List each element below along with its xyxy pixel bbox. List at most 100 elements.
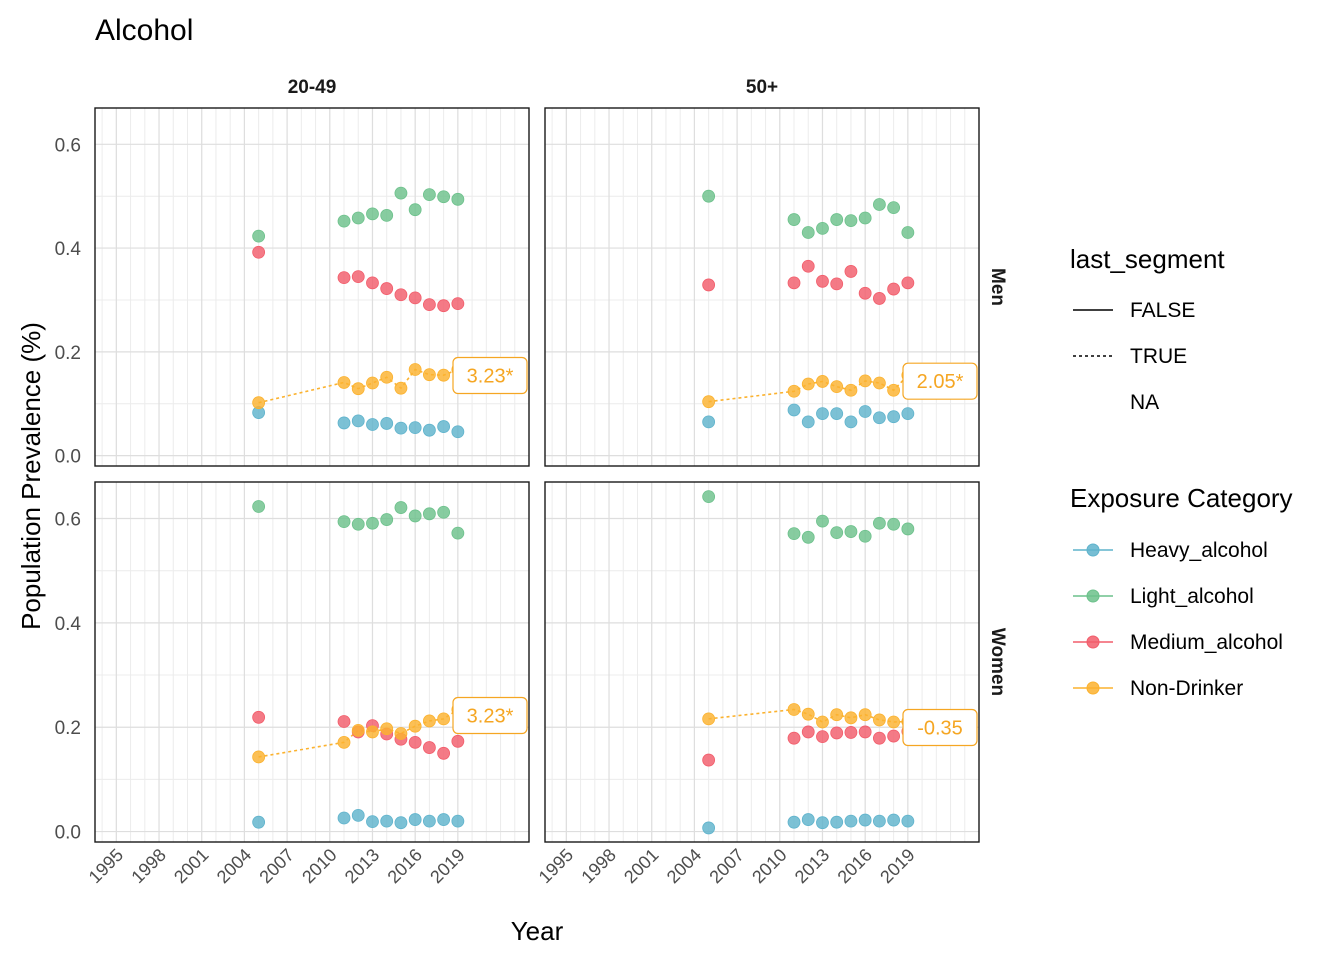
data-point [702, 712, 716, 726]
data-point [380, 814, 394, 828]
legend-key-point [1086, 681, 1100, 695]
data-point [351, 382, 365, 396]
data-point [872, 411, 886, 425]
data-point [858, 374, 872, 388]
data-point [437, 368, 451, 382]
series-heavy_alcohol [252, 406, 465, 439]
data-point [380, 208, 394, 222]
data-point [380, 282, 394, 295]
data-point [702, 395, 716, 409]
series-heavy_alcohol [702, 813, 915, 835]
annotation-label: 3.23* [452, 696, 528, 735]
annotation-text: -0.35 [917, 717, 963, 739]
y-tick-label: 0.4 [55, 239, 82, 260]
data-point [702, 490, 716, 504]
data-point [887, 201, 901, 215]
annotation-text: 3.23* [467, 365, 514, 387]
data-point [702, 753, 716, 767]
data-point [787, 815, 801, 829]
data-point [394, 288, 408, 302]
data-point [380, 370, 394, 384]
data-point [872, 516, 886, 530]
data-point [887, 729, 901, 743]
data-point [787, 703, 801, 716]
data-point [702, 415, 716, 429]
panel-men-50+: 2.05* [544, 107, 980, 467]
series-light_alcohol [252, 186, 465, 243]
annotation-box [902, 362, 978, 400]
annotation-text: 3.23* [467, 705, 514, 727]
data-point [830, 726, 844, 740]
data-point [702, 821, 716, 835]
x-tick-label: 1995 [85, 845, 127, 887]
data-point [408, 203, 422, 217]
legend-title-last-segment: last_segment [1070, 244, 1225, 274]
annotation-label: 3.23* [452, 356, 528, 395]
data-point [872, 198, 886, 211]
data-point [872, 292, 886, 305]
data-point [787, 527, 801, 541]
data-point [422, 423, 436, 437]
data-point [380, 513, 394, 526]
data-point [380, 417, 394, 430]
data-point [380, 722, 394, 736]
panel-border [94, 107, 530, 467]
data-point [451, 734, 465, 748]
annotation-box [452, 356, 528, 395]
y-axis-title: Population Prevalence (%) [16, 322, 46, 630]
legend-key-medium_alcohol [1073, 635, 1113, 649]
data-point [901, 814, 915, 828]
series-heavy_alcohol [252, 808, 465, 830]
data-point [422, 741, 436, 754]
data-point [351, 808, 365, 822]
trend-line-non-drinker [708, 708, 908, 723]
data-point [858, 813, 872, 827]
data-point [394, 816, 408, 830]
data-point [816, 221, 829, 235]
data-point [337, 715, 351, 728]
series-medium_alcohol [252, 245, 465, 313]
legend-key-non-drinker [1073, 681, 1113, 695]
data-point [337, 376, 351, 389]
data-point [816, 715, 829, 729]
data-point [801, 226, 815, 239]
data-point [887, 410, 901, 424]
data-point [252, 750, 266, 764]
data-point [252, 229, 266, 243]
data-point [437, 813, 451, 826]
data-point [901, 407, 915, 420]
series-heavy_alcohol [702, 403, 915, 429]
data-point [366, 376, 379, 390]
data-point [844, 711, 858, 725]
x-tick-label: 1995 [535, 845, 577, 887]
y-tick-label: 0.4 [55, 614, 82, 635]
x-tick-label: 2013 [341, 845, 383, 887]
data-point [252, 710, 266, 724]
data-point [252, 396, 266, 410]
legend: last_segment FALSE TRUE NA Exposure Category… [1070, 244, 1293, 700]
legend-label-true: TRUE [1130, 345, 1187, 368]
data-point [901, 226, 915, 239]
data-point [366, 207, 379, 221]
data-point [366, 276, 379, 290]
legend-label-heavy_alcohol: Heavy_alcohol [1130, 539, 1268, 562]
data-point [702, 189, 716, 203]
data-point [816, 730, 829, 744]
x-tick-label: 2016 [384, 845, 426, 887]
data-point [801, 259, 815, 273]
panel-border [94, 481, 530, 843]
data-point [801, 415, 815, 429]
data-point [351, 723, 365, 737]
series-light_alcohol [252, 500, 465, 540]
data-point [858, 286, 872, 300]
data-point [830, 708, 844, 722]
x-tick-label: 2010 [298, 845, 340, 887]
x-tick-label: 1998 [127, 845, 169, 887]
annotation-label: -0.35 [902, 708, 978, 747]
data-point [422, 714, 436, 728]
series-non-drinker [252, 363, 465, 410]
data-point [351, 517, 365, 531]
facet-panels: 20-49 50+ Men Women 3.23* 0.0 0.2 0.4 0.6 2.05* 3.… [55, 77, 1008, 887]
data-point [351, 414, 365, 428]
